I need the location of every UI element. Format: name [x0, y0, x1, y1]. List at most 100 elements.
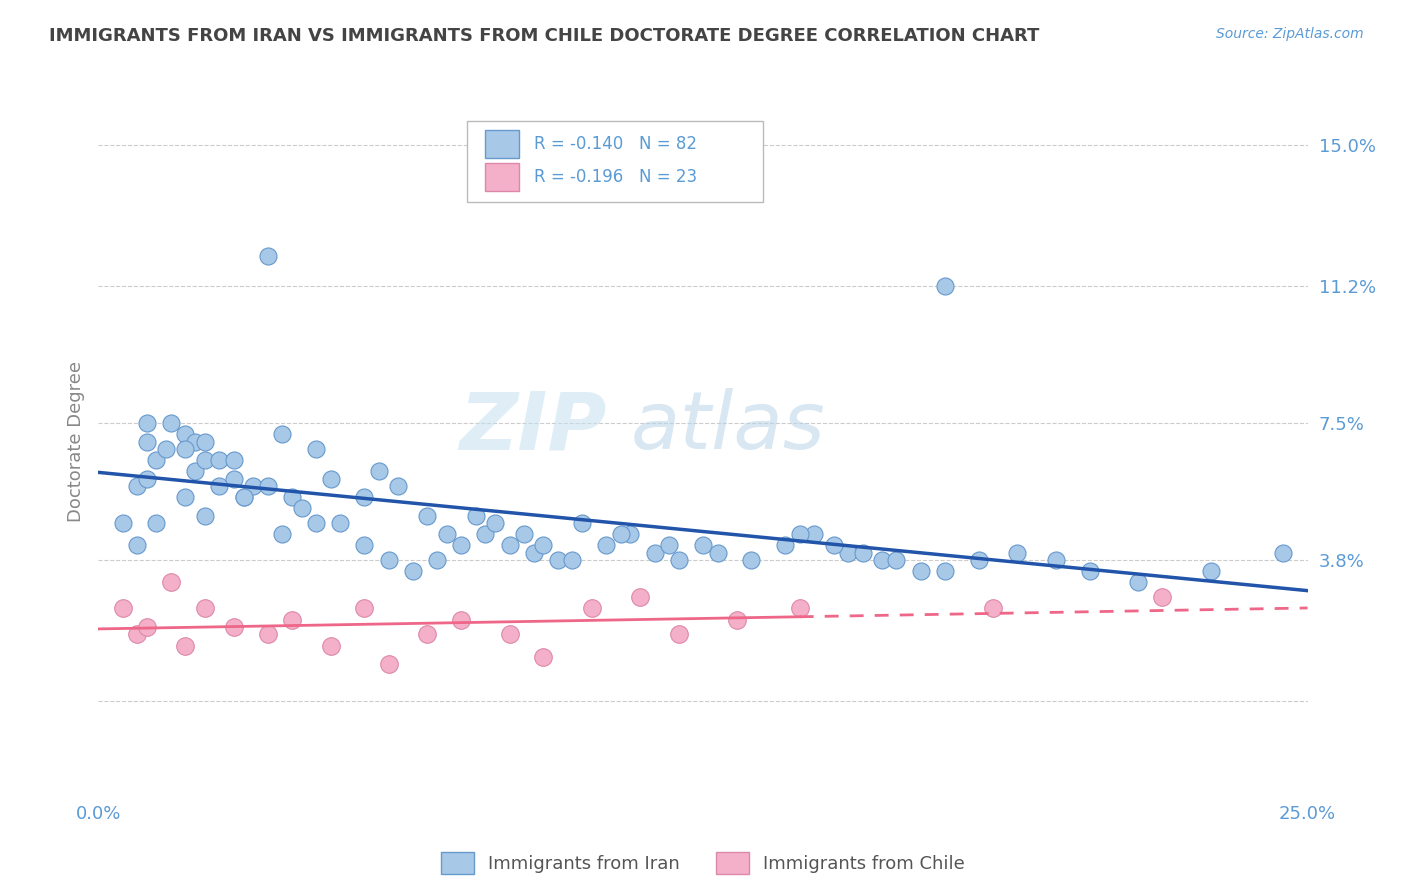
Point	[377, 657, 399, 671]
Point	[416, 508, 439, 523]
FancyBboxPatch shape	[467, 121, 763, 202]
Point	[886, 553, 908, 567]
Point	[271, 427, 294, 442]
Point	[174, 442, 197, 456]
Point	[610, 527, 633, 541]
Point	[547, 553, 569, 567]
Point	[160, 416, 183, 430]
Point	[531, 538, 554, 552]
Text: IMMIGRANTS FROM IRAN VS IMMIGRANTS FROM CHILE DOCTORATE DEGREE CORRELATION CHART: IMMIGRANTS FROM IRAN VS IMMIGRANTS FROM …	[49, 27, 1039, 45]
Point	[305, 516, 328, 530]
Point	[981, 601, 1004, 615]
Point	[523, 546, 546, 560]
Point	[436, 527, 458, 541]
Legend: Immigrants from Iran, Immigrants from Chile: Immigrants from Iran, Immigrants from Ch…	[434, 846, 972, 881]
Text: R = -0.140   N = 82: R = -0.140 N = 82	[534, 136, 697, 153]
Point	[377, 553, 399, 567]
Point	[160, 575, 183, 590]
Point	[135, 472, 157, 486]
Point	[1128, 575, 1150, 590]
Point	[773, 538, 796, 552]
Point	[619, 527, 641, 541]
Point	[194, 434, 217, 449]
Point	[498, 538, 520, 552]
Point	[595, 538, 617, 552]
Point	[174, 427, 197, 442]
Point	[290, 501, 312, 516]
Point	[111, 601, 134, 615]
Point	[208, 453, 231, 467]
Point	[208, 479, 231, 493]
Point	[256, 479, 278, 493]
Bar	[485, 130, 519, 158]
Y-axis label: Doctorate Degree: Doctorate Degree	[66, 361, 84, 522]
Point	[232, 490, 254, 504]
Point	[910, 565, 932, 579]
Point	[353, 538, 375, 552]
Point	[194, 508, 217, 523]
Point	[668, 627, 690, 641]
Point	[1199, 565, 1222, 579]
Point	[498, 627, 520, 641]
Point	[256, 249, 278, 263]
Point	[232, 490, 254, 504]
Point	[870, 553, 893, 567]
Point	[174, 490, 197, 504]
Point	[194, 601, 217, 615]
Point	[450, 613, 472, 627]
Point	[1045, 553, 1067, 567]
Point	[474, 527, 496, 541]
Point	[837, 546, 859, 560]
Point	[581, 601, 603, 615]
Point	[319, 472, 342, 486]
Point	[127, 627, 149, 641]
Point	[353, 601, 375, 615]
Point	[281, 613, 304, 627]
Point	[789, 527, 811, 541]
Point	[571, 516, 593, 530]
Point	[222, 472, 245, 486]
Point	[222, 453, 245, 467]
Point	[319, 639, 342, 653]
Point	[145, 453, 167, 467]
Point	[242, 479, 264, 493]
Bar	[485, 163, 519, 192]
Point	[222, 620, 245, 634]
Point	[531, 649, 554, 664]
Point	[416, 627, 439, 641]
Point	[155, 442, 177, 456]
Text: Source: ZipAtlas.com: Source: ZipAtlas.com	[1216, 27, 1364, 41]
Point	[111, 516, 134, 530]
Point	[1272, 546, 1295, 560]
Point	[740, 553, 762, 567]
Point	[184, 434, 207, 449]
Text: ZIP: ZIP	[458, 388, 606, 467]
Point	[281, 490, 304, 504]
Point	[353, 490, 375, 504]
Point	[329, 516, 352, 530]
Point	[402, 565, 425, 579]
Point	[1152, 591, 1174, 605]
Point	[1007, 546, 1029, 560]
Point	[484, 516, 506, 530]
Point	[127, 479, 149, 493]
Point	[135, 434, 157, 449]
Point	[803, 527, 825, 541]
Point	[706, 546, 728, 560]
Point	[184, 464, 207, 478]
Point	[145, 516, 167, 530]
Point	[450, 538, 472, 552]
Point	[464, 508, 486, 523]
Point	[127, 538, 149, 552]
Point	[725, 613, 748, 627]
Point	[368, 464, 391, 478]
Point	[305, 442, 328, 456]
Point	[934, 565, 956, 579]
Point	[174, 639, 197, 653]
Point	[628, 591, 651, 605]
Point	[658, 538, 681, 552]
Point	[934, 278, 956, 293]
Point	[644, 546, 666, 560]
Point	[271, 527, 294, 541]
Point	[426, 553, 449, 567]
